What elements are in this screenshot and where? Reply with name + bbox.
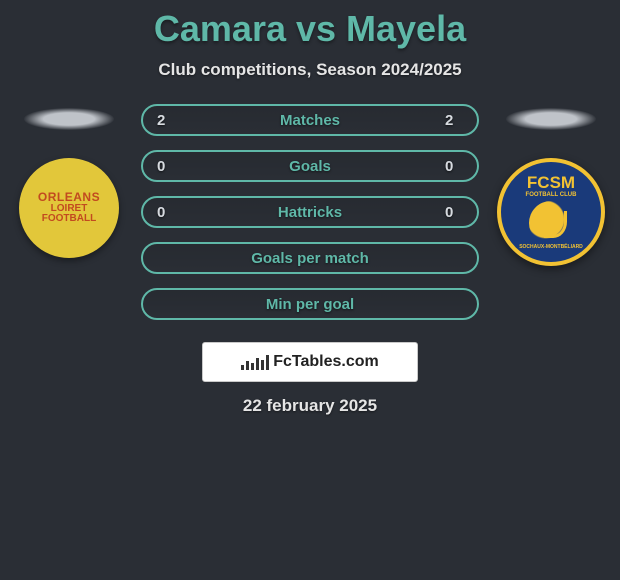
stat-right-value: 0 — [445, 204, 463, 221]
content-row: ORLEANS LOIRET FOOTBALL 2 Matches 2 0 Go… — [0, 104, 620, 320]
stat-label: Hattricks — [278, 204, 342, 221]
lion-icon — [529, 201, 573, 245]
stat-label: Matches — [280, 112, 340, 129]
chart-icon — [241, 354, 269, 370]
team-badge-left-text: ORLEANS LOIRET FOOTBALL — [38, 191, 100, 225]
brand-box: FcTables.com — [202, 342, 418, 382]
left-column: ORLEANS LOIRET FOOTBALL — [15, 104, 123, 258]
right-column: FCSM FOOTBALL CLUB SOCHAUX-MONTBÉLIARD — [497, 104, 605, 266]
stat-label: Goals — [289, 158, 331, 175]
badge-right-line2: FOOTBALL CLUB — [519, 192, 583, 199]
badge-right-line1: FCSM — [519, 174, 583, 193]
team-badge-right-text: FCSM FOOTBALL CLUB SOCHAUX-MONTBÉLIARD — [519, 174, 583, 251]
badge-left-line1: ORLEANS — [38, 191, 100, 204]
stat-row-matches: 2 Matches 2 — [141, 104, 479, 136]
stat-row-goals-per-match: Goals per match — [141, 242, 479, 274]
root: Camara vs Mayela Club competitions, Seas… — [0, 0, 620, 416]
stats-column: 2 Matches 2 0 Goals 0 0 Hattricks 0 Goal… — [141, 104, 479, 320]
stat-row-hattricks: 0 Hattricks 0 — [141, 196, 479, 228]
stat-row-goals: 0 Goals 0 — [141, 150, 479, 182]
badge-right-line3: SOCHAUX-MONTBÉLIARD — [519, 245, 583, 251]
stat-row-min-per-goal: Min per goal — [141, 288, 479, 320]
player-silhouette-right — [506, 108, 596, 130]
stat-left-value: 0 — [157, 158, 175, 175]
page-subtitle: Club competitions, Season 2024/2025 — [0, 60, 620, 80]
stat-label: Min per goal — [266, 296, 354, 313]
stat-right-value: 0 — [445, 158, 463, 175]
stat-left-value: 2 — [157, 112, 175, 129]
stat-label: Goals per match — [251, 250, 369, 267]
badge-left-line3: FOOTBALL — [38, 214, 100, 225]
date-text: 22 february 2025 — [0, 396, 620, 416]
brand-text: FcTables.com — [273, 353, 379, 371]
player-silhouette-left — [24, 108, 114, 130]
team-badge-left: ORLEANS LOIRET FOOTBALL — [19, 158, 119, 258]
page-title: Camara vs Mayela — [0, 8, 620, 50]
stat-right-value: 2 — [445, 112, 463, 129]
stat-left-value: 0 — [157, 204, 175, 221]
team-badge-right: FCSM FOOTBALL CLUB SOCHAUX-MONTBÉLIARD — [497, 158, 605, 266]
